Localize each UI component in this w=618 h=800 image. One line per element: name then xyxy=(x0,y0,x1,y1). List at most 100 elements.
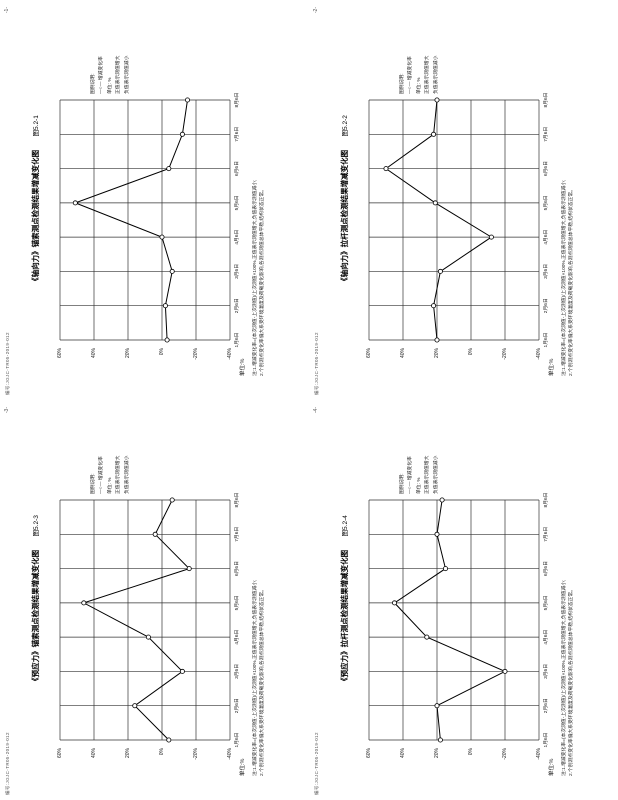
legend-line: 图例说明: xyxy=(91,73,96,94)
chart-title: 《轴向力》拉杆测点检测结果增减变化图 xyxy=(340,149,349,285)
page-number: -1- xyxy=(4,7,10,14)
x-tick-label: 1月6日 xyxy=(544,332,549,348)
line-plot xyxy=(368,97,540,343)
x-tick-label: 2月6日 xyxy=(235,698,240,714)
x-axis-labels: 1月6日 2月6日 3月6日 4月6日 5月6日 6月6日 7月6日 8月6日 xyxy=(542,493,552,748)
chart-quadrant: 编号:JGJC-TR05-2019-012 -2- 《轴向力》拉杆测点检测结果增… xyxy=(309,0,618,400)
x-tick-label: 3月6日 xyxy=(235,663,240,679)
y-tick-label: 20% xyxy=(434,348,440,359)
rotated-chart-wrapper: 编号:JGJC-TR05-2019-012 -4- 《预应力》拉杆测点检测结果增… xyxy=(309,400,618,800)
y-tick-label: 0% xyxy=(468,348,474,356)
y-tick-label: 20% xyxy=(125,748,131,759)
y-tick-label: 0% xyxy=(468,748,474,756)
x-tick-label: 6月6日 xyxy=(544,161,549,177)
legend-line: 正值表示测值增大 xyxy=(116,455,122,494)
x-tick-label: 6月6日 xyxy=(235,561,240,577)
line-plot xyxy=(59,497,231,743)
y-tick-label: 20% xyxy=(434,748,440,759)
x-tick-label: 1月6日 xyxy=(544,732,549,748)
y-axis-labels: 60% 40% 20% 0% -20% -40% xyxy=(57,344,233,378)
note-line: 注:1.增减变化率=(本次测值-上次测值)/上次测值×100%,正值表示测值增大… xyxy=(253,179,258,376)
legend-line: 负值表示测值减小 xyxy=(433,455,439,494)
chart-figure: 编号:JGJC-TR05-2019-012 -3- 《预应力》锚索测点检测结果增… xyxy=(0,400,309,800)
page-number: -2- xyxy=(313,7,319,14)
y-tick-label: 20% xyxy=(125,348,131,359)
x-tick-label: 1月6日 xyxy=(235,732,240,748)
legend-line: —○— 增减变化率 xyxy=(408,456,414,494)
note-line: 注:1.增减变化率=(本次测值-上次测值)/上次测值×100%,正值表示测值增大… xyxy=(562,579,567,776)
chart-notes: 注:1.增减变化率=(本次测值-上次测值)/上次测值×100%,正值表示测值增大… xyxy=(561,6,576,376)
chart-title-bar: 《预应力》锚索测点检测结果增减变化图 图5.2-3 xyxy=(25,400,43,800)
legend-line: 单位: % xyxy=(416,77,422,94)
chart-title-bar: 《预应力》拉杆测点检测结果增减变化图 图5.2-4 xyxy=(334,400,352,800)
y-tick-label: 40% xyxy=(400,348,406,359)
figure-caption: 图5.2-1 xyxy=(33,115,40,137)
y-tick-label: -40% xyxy=(536,748,542,760)
chart-quadrant: 编号:JGJC-TR05-2019-012 -1- 《轴向力》锚索测点检测结果增… xyxy=(0,0,309,400)
y-tick-label: 60% xyxy=(57,748,63,759)
legend-line: 单位: % xyxy=(107,477,113,494)
x-tick-label: 5月6日 xyxy=(235,195,240,211)
note-line: 2.个别测点变化率偏大系受环境温度及荷载变化影响,各测点测值总体平稳,结构状态正… xyxy=(260,587,266,776)
y-tick-label: 60% xyxy=(366,348,372,359)
x-tick-label: 6月6日 xyxy=(544,561,549,577)
chart-figure: 编号:JGJC-TR05-2019-012 -4- 《预应力》拉杆测点检测结果增… xyxy=(309,400,618,800)
x-tick-label: 1月6日 xyxy=(235,332,240,348)
chart-title: 《预应力》拉杆测点检测结果增减变化图 xyxy=(340,549,349,685)
legend-line: 单位: % xyxy=(416,477,422,494)
y-tick-label: 40% xyxy=(91,348,97,359)
x-axis-labels: 1月6日 2月6日 3月6日 4月6日 5月6日 6月6日 7月6日 8月6日 xyxy=(542,93,552,348)
doc-number-stamp: 编号:JGJC-TR05-2019-012 xyxy=(5,732,10,795)
legend-line: —○— 增减变化率 xyxy=(99,456,105,494)
x-tick-label: 5月6日 xyxy=(544,195,549,211)
y-axis-labels: 60% 40% 20% 0% -20% -40% xyxy=(366,344,542,378)
y-tick-label: 40% xyxy=(400,748,406,759)
x-tick-label: 3月6日 xyxy=(544,663,549,679)
chart-figure: 编号:JGJC-TR05-2019-012 -1- 《轴向力》锚索测点检测结果增… xyxy=(0,0,309,400)
note-line: 2.个别测点变化率偏大系受环境温度及荷载变化影响,各测点测值总体平稳,结构状态正… xyxy=(260,187,266,376)
legend-line: 正值表示测值增大 xyxy=(425,55,431,94)
doc-number-stamp: 编号:JGJC-TR05-2019-012 xyxy=(314,732,319,795)
x-tick-label: 3月6日 xyxy=(235,263,240,279)
unit-label: 单位:% xyxy=(549,358,555,376)
x-tick-label: 4月6日 xyxy=(544,629,549,645)
x-tick-label: 2月6日 xyxy=(235,298,240,314)
y-tick-label: -20% xyxy=(502,348,508,360)
note-line: 2.个别测点变化率偏大系受环境温度及荷载变化影响,各测点测值总体平稳,结构状态正… xyxy=(569,587,575,776)
x-tick-label: 6月6日 xyxy=(235,161,240,177)
x-axis-labels: 1月6日 2月6日 3月6日 4月6日 5月6日 6月6日 7月6日 8月6日 xyxy=(233,493,243,748)
line-plot xyxy=(368,497,540,743)
x-tick-label: 8月6日 xyxy=(544,492,549,508)
chart-title-bar: 《轴向力》锚索测点检测结果增减变化图 图5.2-1 xyxy=(25,0,43,400)
chart-figure: 编号:JGJC-TR05-2019-012 -2- 《轴向力》拉杆测点检测结果增… xyxy=(309,0,618,400)
unit-label: 单位:% xyxy=(549,758,555,776)
y-tick-label: -40% xyxy=(227,748,233,760)
chart-notes: 注:1.增减变化率=(本次测值-上次测值)/上次测值×100%,正值表示测值增大… xyxy=(252,406,267,776)
x-tick-label: 4月6日 xyxy=(544,229,549,245)
chart-legend: 图例说明: —○— 增减变化率 单位: % 正值表示测值增大 负值表示测值减小 xyxy=(90,404,132,494)
rotated-chart-wrapper: 编号:JGJC-TR05-2019-012 -2- 《轴向力》拉杆测点检测结果增… xyxy=(309,0,618,400)
y-axis-labels: 60% 40% 20% 0% -20% -40% xyxy=(366,744,542,778)
legend-line: —○— 增减变化率 xyxy=(408,56,414,94)
note-line: 注:1.增减变化率=(本次测值-上次测值)/上次测值×100%,正值表示测值增大… xyxy=(253,579,258,776)
y-tick-label: 0% xyxy=(159,348,165,356)
doc-number-stamp: 编号:JGJC-TR05-2019-012 xyxy=(5,332,10,395)
figure-caption: 图5.2-4 xyxy=(342,515,349,537)
x-tick-label: 7月6日 xyxy=(235,526,240,542)
y-tick-label: -40% xyxy=(227,348,233,360)
chart-title: 《轴向力》锚索测点检测结果增减变化图 xyxy=(31,149,40,285)
x-tick-label: 8月6日 xyxy=(235,92,240,108)
y-tick-label: 40% xyxy=(91,748,97,759)
figure-caption: 图5.2-3 xyxy=(33,515,40,537)
rotated-chart-wrapper: 编号:JGJC-TR05-2019-012 -1- 《轴向力》锚索测点检测结果增… xyxy=(0,0,309,400)
legend-line: 正值表示测值增大 xyxy=(425,455,431,494)
y-tick-label: -20% xyxy=(502,748,508,760)
chart-legend: 图例说明: —○— 增减变化率 单位: % 正值表示测值增大 负值表示测值减小 xyxy=(90,4,132,94)
legend-line: 图例说明: xyxy=(400,473,405,494)
y-axis-labels: 60% 40% 20% 0% -20% -40% xyxy=(57,744,233,778)
y-tick-label: 60% xyxy=(57,348,63,359)
x-axis-labels: 1月6日 2月6日 3月6日 4月6日 5月6日 6月6日 7月6日 8月6日 xyxy=(233,93,243,348)
unit-label: 单位:% xyxy=(240,358,246,376)
x-tick-label: 2月6日 xyxy=(544,698,549,714)
